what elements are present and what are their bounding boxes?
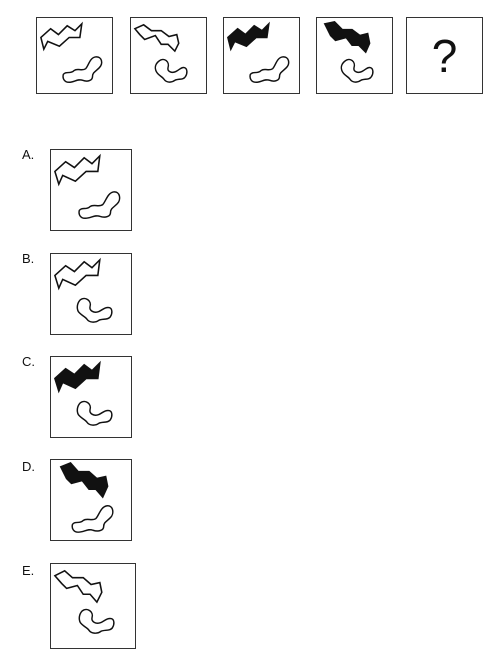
- zigzag-shape-outline: [54, 153, 101, 187]
- option-d-label: D.: [22, 459, 35, 474]
- option-b-drawing: [54, 257, 113, 323]
- sequence-figure-3: [223, 17, 300, 94]
- option-c-label: C.: [22, 354, 35, 369]
- option-a-label: A.: [22, 147, 35, 162]
- option-e-label: E.: [22, 563, 35, 578]
- blob-shape-outline: [76, 297, 113, 323]
- sequence-figure-4: [316, 17, 393, 94]
- sequence-figure-2-drawing: [133, 23, 188, 83]
- zigzag-shape-outline: [53, 569, 103, 604]
- sequence-figure-unknown: ?: [406, 17, 483, 94]
- blob-shape-outline: [62, 56, 103, 84]
- zigzag-shape-solid: [54, 360, 101, 394]
- blob-shape-outline: [340, 58, 374, 83]
- blob-shape-outline: [78, 608, 115, 634]
- sequence-figure-3-drawing: [227, 21, 290, 84]
- option-a-drawing: [54, 153, 121, 220]
- option-e-drawing: [53, 569, 115, 634]
- sequence-figure-4-drawing: [323, 21, 374, 83]
- sequence-figure-1: [36, 17, 113, 94]
- blob-shape-outline: [71, 505, 114, 533]
- sequence-figure-1-drawing: [40, 21, 103, 84]
- blob-shape-outline: [154, 58, 188, 83]
- sequence-figure-2: [130, 17, 207, 94]
- zigzag-shape-outline: [133, 23, 180, 53]
- blob-shape-outline: [78, 191, 121, 220]
- blob-shape-outline: [249, 56, 290, 84]
- option-b-figure[interactable]: [50, 253, 132, 335]
- option-c-figure[interactable]: [50, 356, 132, 438]
- zigzag-shape-outline: [40, 21, 83, 52]
- option-d-figure[interactable]: [50, 459, 132, 541]
- zigzag-shape-solid: [227, 21, 270, 52]
- question-mark: ?: [431, 29, 458, 82]
- option-c-drawing: [54, 360, 113, 426]
- option-b-label: B.: [22, 251, 35, 266]
- option-e-figure[interactable]: [50, 563, 136, 649]
- option-a-figure[interactable]: [50, 149, 132, 231]
- zigzag-shape-outline: [54, 257, 101, 291]
- blob-shape-outline: [76, 400, 113, 426]
- zigzag-shape-solid: [59, 461, 109, 499]
- zigzag-shape-solid: [323, 21, 371, 54]
- option-d-drawing: [59, 461, 114, 533]
